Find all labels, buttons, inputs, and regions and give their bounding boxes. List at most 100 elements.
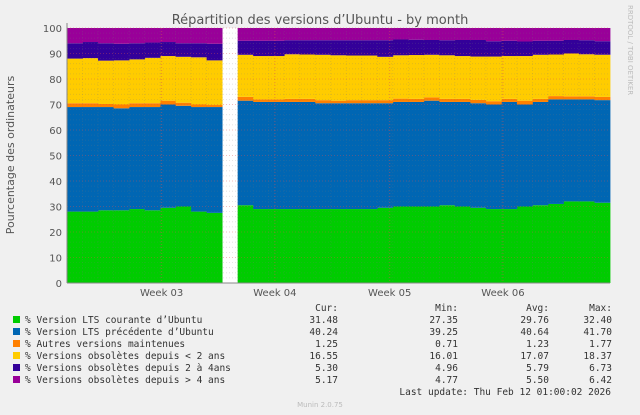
area-segment-3 <box>98 103 114 108</box>
area-segment-1 <box>129 209 145 283</box>
area-segment-6 <box>516 28 533 42</box>
area-segment-5 <box>346 40 363 56</box>
area-segment-3 <box>516 100 533 105</box>
area-segment-4 <box>253 56 270 100</box>
legend-value: 40.64 <box>520 327 549 338</box>
area-segment-3 <box>547 96 564 100</box>
area-segment-2 <box>67 107 83 212</box>
legend-value: 5.50 <box>526 375 549 386</box>
y-tick-label: 10 <box>49 254 62 265</box>
area-segment-1 <box>578 201 595 283</box>
legend-value: 29.76 <box>520 315 549 326</box>
area-segment-5 <box>485 41 502 57</box>
legend-header: Cur: <box>315 303 338 314</box>
legend-label: % Versions obsolètes depuis < 2 ans <box>25 351 225 362</box>
area-segment-4 <box>423 54 440 98</box>
area-segment-2 <box>330 103 347 210</box>
area-segment-2 <box>315 103 332 210</box>
area-segment-6 <box>439 28 456 41</box>
area-segment-1 <box>423 206 440 283</box>
area-segment-2 <box>175 105 192 207</box>
area-segment-4 <box>547 54 564 97</box>
area-segment-4 <box>439 55 456 99</box>
area-segment-6 <box>578 28 595 41</box>
area-segment-1 <box>439 205 456 283</box>
area-segment-5 <box>454 39 471 57</box>
area-segment-3 <box>361 100 378 104</box>
area-segment-5 <box>439 40 456 56</box>
legend-value: 5.30 <box>315 363 338 374</box>
area-segment-1 <box>532 205 549 283</box>
area-segment-5 <box>113 43 130 61</box>
legend-value: 0.71 <box>435 339 458 350</box>
area-segment-6 <box>175 28 192 44</box>
area-segment-4 <box>191 57 208 105</box>
area-segment-3 <box>113 104 130 109</box>
area-segment-5 <box>268 40 285 57</box>
y-tick-label: 30 <box>49 203 62 214</box>
legend-value: 4.77 <box>435 375 458 386</box>
area-segment-6 <box>361 28 378 41</box>
y-tick-label: 20 <box>49 228 62 239</box>
area-segment-3 <box>191 104 208 108</box>
area-segment-4 <box>501 56 518 99</box>
area-segment-6 <box>346 28 363 41</box>
area-segment-6 <box>408 28 425 40</box>
area-segment-4 <box>268 56 285 100</box>
legend-value: 17.07 <box>520 351 549 362</box>
area-segment-5 <box>129 43 145 60</box>
area-segment-1 <box>113 210 130 283</box>
area-segment-3 <box>578 96 595 100</box>
area-segment-1 <box>547 203 564 283</box>
area-segment-6 <box>160 28 176 43</box>
area-segment-1 <box>516 206 533 283</box>
area-segment-5 <box>67 43 83 59</box>
area-segment-1 <box>392 206 409 283</box>
legend-value: 27.35 <box>429 315 458 326</box>
area-segment-3 <box>485 101 502 105</box>
area-segment-6 <box>563 28 580 40</box>
area-segment-6 <box>532 28 549 41</box>
legend-value: 1.23 <box>526 339 549 350</box>
area-segment-4 <box>330 55 347 101</box>
area-segment-3 <box>470 99 487 104</box>
area-segment-4 <box>98 60 114 104</box>
area-segment-3 <box>439 98 456 102</box>
legend-swatch <box>13 376 20 383</box>
area-segment-5 <box>206 43 223 61</box>
area-segment-4 <box>237 54 254 97</box>
last-update: Last update: Thu Feb 12 01:00:02 2026 <box>399 387 611 398</box>
legend-value: 5.79 <box>526 363 549 374</box>
area-segment-5 <box>330 40 347 56</box>
y-tick-label: 100 <box>43 24 62 35</box>
area-segment-3 <box>377 100 394 104</box>
area-segment-1 <box>82 211 99 283</box>
area-segment-4 <box>346 55 363 101</box>
legend-value: 6.42 <box>589 375 612 386</box>
area-segment-6 <box>470 28 487 40</box>
area-segment-4 <box>532 54 549 99</box>
area-segment-2 <box>423 100 440 207</box>
area-segment-5 <box>516 41 533 57</box>
area-segment-5 <box>408 39 425 56</box>
area-segment-6 <box>392 28 409 40</box>
legend-value: 41.70 <box>583 327 612 338</box>
area-segment-2 <box>547 99 564 204</box>
legend-value: 32.40 <box>583 315 612 326</box>
legend-swatch <box>13 316 20 323</box>
area-segment-5 <box>253 40 270 57</box>
area-segment-1 <box>408 206 425 283</box>
area-segment-6 <box>547 28 564 41</box>
area-segment-1 <box>160 207 176 283</box>
legend-label: % Versions obsolètes depuis > 4 ans <box>25 375 225 386</box>
area-segment-6 <box>144 28 161 43</box>
area-segment-2 <box>439 101 456 206</box>
area-segment-3 <box>423 97 440 101</box>
area-segment-3 <box>82 103 99 108</box>
y-tick-label: 0 <box>56 279 62 290</box>
area-segment-2 <box>485 104 502 210</box>
area-segment-1 <box>346 209 363 283</box>
legend-label: % Version LTS précédente d’Ubuntu <box>25 327 214 338</box>
area-segment-1 <box>299 209 316 283</box>
area-segment-4 <box>206 60 223 106</box>
